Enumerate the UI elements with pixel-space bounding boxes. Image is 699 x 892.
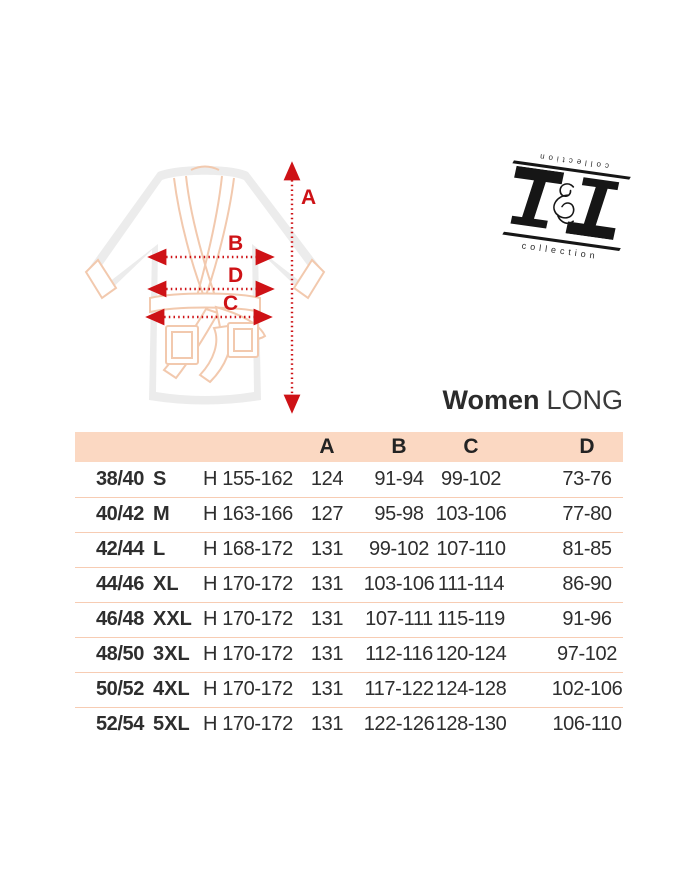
value-c: 120-124 — [435, 643, 507, 665]
value-c: 115-119 — [437, 608, 505, 630]
title-variant: LONG — [546, 385, 623, 415]
value-d: 81-85 — [562, 538, 612, 560]
value-a: 124 — [310, 467, 344, 490]
value-a: 127 — [310, 503, 344, 525]
value-d: 86-90 — [562, 573, 612, 595]
table-row: 46/48 XXL H 170-172 131 107-111 115-119 … — [75, 602, 623, 637]
col-header-c: C — [463, 435, 479, 458]
value-a: 131 — [310, 608, 344, 630]
height-range: H 170-172 — [203, 573, 293, 595]
height-range: H 170-172 — [203, 678, 293, 700]
value-d: 106-110 — [552, 713, 622, 736]
value-b: 112-116 — [365, 643, 433, 665]
robe-measurement-diagram: A B D C — [84, 161, 326, 414]
value-a: 131 — [310, 678, 344, 700]
size-eu: 38/40 — [95, 467, 144, 490]
height-range: H 170-172 — [203, 643, 293, 665]
size-eu: 48/50 — [95, 643, 144, 665]
value-d: 91-96 — [562, 608, 612, 630]
height-range: H 170-172 — [203, 608, 293, 630]
table-row: 52/54 5XL H 170-172 131 122-126 128-130 … — [75, 707, 623, 742]
table-row: 44/46 XL H 170-172 131 103-106 111-114 8… — [75, 567, 623, 602]
brand-logo: collection collection — [477, 146, 650, 302]
title-gender: Women — [442, 385, 540, 415]
value-d: 97-102 — [557, 643, 617, 665]
lt-monogram-icon — [510, 165, 620, 240]
table-row: 38/40 S H 155-162 124 91-94 99-102 73-76 — [75, 462, 623, 497]
value-b: 117-122 — [364, 678, 434, 700]
table-row: 50/52 4XL H 170-172 131 117-122 124-128 … — [75, 672, 623, 707]
col-header-b: B — [391, 435, 407, 458]
value-c: 103-106 — [435, 503, 507, 525]
value-b: 122-126 — [363, 713, 435, 736]
size-label: 3XL — [153, 643, 190, 665]
size-eu: 40/42 — [95, 503, 144, 525]
dim-label-d: D — [228, 264, 243, 287]
size-label: L — [153, 538, 166, 560]
value-b: 91-94 — [374, 467, 424, 490]
value-d: 77-80 — [562, 503, 612, 525]
dim-label-c: C — [223, 292, 238, 315]
page-title: Women LONG — [442, 385, 623, 416]
value-b: 95-98 — [374, 503, 424, 525]
height-range: H 168-172 — [203, 538, 293, 560]
size-eu: 42/44 — [95, 538, 144, 560]
value-a: 131 — [310, 538, 344, 560]
height-range: H 155-162 — [203, 467, 293, 490]
value-d: 73-76 — [562, 467, 612, 490]
size-label: 5XL — [153, 713, 190, 736]
table-header-row: A B C D — [75, 432, 623, 462]
value-d: 102-106 — [551, 678, 623, 700]
robe-illustration — [84, 165, 326, 405]
size-eu: 46/48 — [95, 608, 144, 630]
value-c: 111-114 — [437, 573, 505, 595]
value-a: 131 — [310, 713, 344, 736]
size-eu: 52/54 — [95, 713, 144, 736]
table-row: 48/50 3XL H 170-172 131 112-116 120-124 … — [75, 637, 623, 672]
size-eu: 50/52 — [95, 678, 144, 700]
value-c: 124-128 — [435, 678, 507, 700]
table-row: 42/44 L H 168-172 131 99-102 107-110 81-… — [75, 532, 623, 567]
size-label: 4XL — [153, 678, 190, 700]
value-b: 107-111 — [365, 608, 433, 630]
size-label: S — [153, 467, 167, 490]
size-table-body: 38/40 S H 155-162 124 91-94 99-102 73-76… — [75, 462, 623, 742]
dim-label-a: A — [301, 186, 316, 209]
col-header-a: A — [319, 435, 335, 458]
height-range: H 163-166 — [203, 503, 293, 525]
value-a: 131 — [310, 573, 344, 595]
size-label: M — [153, 503, 170, 525]
measurement-arrows: A B D C — [145, 161, 316, 414]
col-header-d: D — [579, 435, 595, 458]
dim-label-b: B — [228, 232, 243, 255]
size-eu: 44/46 — [95, 573, 144, 595]
value-b: 99-102 — [369, 538, 429, 560]
size-label: XXL — [153, 608, 192, 630]
size-label: XL — [153, 573, 179, 595]
value-c: 107-110 — [436, 538, 506, 560]
height-range: H 170-172 — [203, 713, 293, 736]
value-b: 103-106 — [363, 573, 435, 595]
logo-monogram — [504, 165, 630, 246]
value-c: 128-130 — [435, 713, 507, 736]
size-table: A B C D 38/40 S H 155-162 124 91-94 99-1… — [75, 432, 623, 742]
value-a: 131 — [310, 643, 344, 665]
table-row: 40/42 M H 163-166 127 95-98 103-106 77-8… — [75, 497, 623, 532]
value-c: 99-102 — [441, 467, 501, 490]
